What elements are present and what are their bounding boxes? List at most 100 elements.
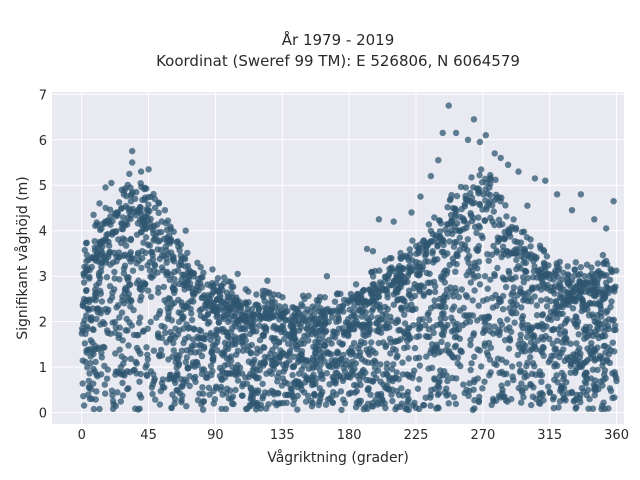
scatter-point <box>388 391 395 398</box>
scatter-point <box>422 258 429 265</box>
scatter-point <box>494 264 501 272</box>
scatter-point <box>140 239 147 246</box>
scatter-point <box>500 393 507 400</box>
scatter-point <box>445 400 452 407</box>
scatter-point <box>498 368 506 376</box>
scatter-point <box>593 289 600 296</box>
scatter-point <box>594 344 601 351</box>
scatter-point <box>213 326 220 333</box>
scatter-point <box>260 331 267 338</box>
scatter-point <box>427 172 435 180</box>
scatter-point <box>319 308 326 315</box>
scatter-point <box>362 403 369 411</box>
scatter-point <box>166 276 173 283</box>
scatter-point <box>330 328 337 335</box>
scatter-point <box>511 238 518 245</box>
scatter-point <box>262 325 270 332</box>
scatter-point <box>521 267 529 274</box>
scatter-point <box>316 385 323 392</box>
scatter-point <box>504 161 512 168</box>
scatter-point <box>334 349 342 357</box>
scatter-point <box>581 335 588 342</box>
scatter-point <box>383 365 390 372</box>
scatter-point <box>253 291 260 298</box>
scatter-point <box>587 375 595 382</box>
scatter-point <box>446 197 454 204</box>
scatter-point <box>321 341 328 349</box>
scatter-point <box>609 339 616 346</box>
scatter-point <box>369 359 376 366</box>
scatter-point <box>142 249 149 256</box>
scatter-point <box>582 369 589 376</box>
scatter-point <box>555 404 562 411</box>
scatter-point <box>577 270 584 278</box>
scatter-point <box>354 321 361 328</box>
scatter-point <box>422 250 430 258</box>
scatter-point <box>505 267 512 275</box>
scatter-point <box>290 401 297 408</box>
scatter-point <box>572 259 579 266</box>
scatter-point <box>141 184 148 191</box>
scatter-point <box>260 358 268 365</box>
scatter-point <box>402 276 409 283</box>
scatter-point <box>284 331 292 338</box>
scatter-point <box>375 339 382 347</box>
scatter-point <box>540 352 547 359</box>
scatter-point <box>345 315 352 323</box>
scatter-point <box>420 237 427 245</box>
scatter-point <box>518 399 525 406</box>
scatter-point <box>367 288 375 295</box>
scatter-point <box>338 406 345 414</box>
scatter-point <box>182 275 190 282</box>
scatter-point <box>246 322 253 329</box>
scatter-point <box>603 309 610 316</box>
scatter-point <box>116 346 123 353</box>
scatter-point <box>116 314 123 321</box>
scatter-point <box>386 282 393 289</box>
scatter-point <box>106 206 114 213</box>
scatter-point <box>93 219 101 226</box>
scatter-point <box>368 339 375 346</box>
scatter-point <box>545 262 552 269</box>
scatter-point <box>200 269 207 276</box>
scatter-point <box>612 326 619 334</box>
scatter-point <box>547 308 555 315</box>
scatter-point <box>333 370 341 377</box>
scatter-point <box>363 245 371 253</box>
scatter-point <box>304 306 311 313</box>
scatter-point <box>490 208 497 215</box>
scatter-point <box>197 264 204 271</box>
scatter-point <box>220 326 227 333</box>
scatter-point <box>591 216 598 223</box>
scatter-point <box>522 342 529 350</box>
scatter-point <box>546 313 553 320</box>
scatter-point <box>395 327 402 334</box>
scatter-point <box>278 382 286 389</box>
scatter-point <box>371 267 379 275</box>
scatter-point <box>496 194 503 201</box>
scatter-point <box>461 312 468 319</box>
scatter-point <box>411 399 418 406</box>
scatter-point <box>481 273 489 280</box>
scatter-point <box>238 392 246 399</box>
scatter-point <box>524 202 531 209</box>
scatter-point <box>537 275 545 282</box>
scatter-point <box>609 317 616 324</box>
scatter-point <box>289 304 296 311</box>
scatter-point <box>294 305 301 312</box>
scatter-point <box>146 242 153 249</box>
scatter-point <box>585 405 592 412</box>
scatter-point <box>415 354 423 361</box>
scatter-point <box>430 259 437 266</box>
scatter-point <box>113 304 120 311</box>
scatter-point <box>88 395 95 402</box>
scatter-point <box>522 290 529 297</box>
scatter-point <box>119 392 127 399</box>
scatter-point <box>505 345 513 352</box>
scatter-point <box>401 320 409 327</box>
scatter-point <box>119 379 126 387</box>
scatter-point <box>451 343 459 351</box>
scatter-point <box>444 377 451 385</box>
scatter-point <box>264 277 271 284</box>
scatter-point <box>209 368 216 375</box>
